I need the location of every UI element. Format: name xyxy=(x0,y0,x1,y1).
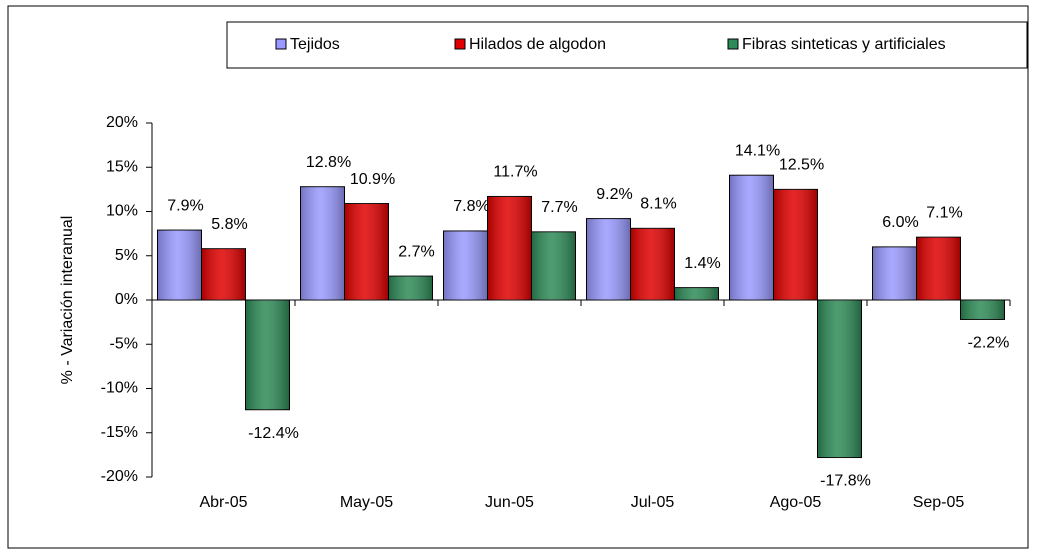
data-label: 9.2% xyxy=(596,186,632,203)
data-label: 5.8% xyxy=(211,216,247,233)
data-label: 7.9% xyxy=(167,197,203,214)
data-label: 6.0% xyxy=(882,214,918,231)
bar-shade xyxy=(443,230,488,300)
data-label: 11.7% xyxy=(493,164,537,181)
y-axis-label: % - Variación interanual xyxy=(59,216,76,385)
data-label: 12.8% xyxy=(306,154,351,171)
data-label: -12.4% xyxy=(248,425,299,442)
bar-shade xyxy=(245,300,290,410)
bar-shade xyxy=(630,228,675,300)
y-tick-label: 5% xyxy=(115,247,138,264)
data-label: 8.1% xyxy=(640,196,676,213)
bar-shade xyxy=(729,175,774,300)
data-label: 7.1% xyxy=(926,204,962,221)
bar-shade xyxy=(388,276,433,300)
data-label: 14.1% xyxy=(735,142,780,159)
legend-swatch xyxy=(275,38,287,50)
data-label: -17.8% xyxy=(820,473,871,490)
data-label: 7.8% xyxy=(453,198,489,215)
bar-shade xyxy=(531,231,576,300)
bar-shade xyxy=(157,230,202,300)
x-tick-label: Ago-05 xyxy=(770,494,822,511)
y-tick-label: -5% xyxy=(110,335,138,352)
bar-shade xyxy=(960,300,1005,320)
y-tick-label: -10% xyxy=(101,380,138,397)
x-tick-label: Abr-05 xyxy=(199,494,247,511)
legend-box xyxy=(226,21,1028,69)
legend-label: Hilados de algodon xyxy=(469,36,606,53)
bar-shade xyxy=(674,287,719,300)
bar-shade xyxy=(773,189,818,300)
legend-label: Fibras sinteticas y artificiales xyxy=(742,36,946,53)
bar-shade xyxy=(300,186,345,300)
y-tick-label: -15% xyxy=(101,424,138,441)
x-tick-label: Jul-05 xyxy=(631,494,675,511)
y-tick-label: 15% xyxy=(106,158,138,175)
bar-shade xyxy=(344,203,389,300)
bar-shade xyxy=(586,218,631,300)
data-label: 1.4% xyxy=(684,255,720,272)
bar-shade xyxy=(872,246,917,300)
x-tick-label: May-05 xyxy=(340,494,393,511)
y-tick-label: -20% xyxy=(101,468,138,485)
bar-shade xyxy=(916,237,961,300)
y-tick-label: 10% xyxy=(106,203,138,220)
x-tick-label: Sep-05 xyxy=(913,494,965,511)
legend-swatch xyxy=(727,38,739,50)
y-tick-label: 20% xyxy=(106,114,138,131)
data-label: 7.7% xyxy=(541,199,577,216)
data-label: 10.9% xyxy=(350,171,395,188)
bar-shade xyxy=(201,248,246,300)
y-tick-label: 0% xyxy=(115,291,138,308)
legend-swatch xyxy=(454,38,466,50)
legend-label: Tejidos xyxy=(290,36,340,53)
bar-shade xyxy=(487,196,532,300)
data-label: -2.2% xyxy=(968,335,1010,352)
x-tick-label: Jun-05 xyxy=(485,494,534,511)
data-label: 12.5% xyxy=(779,157,824,174)
data-label: 2.7% xyxy=(398,243,434,260)
chart-frame xyxy=(7,5,1029,549)
bar-shade xyxy=(817,300,862,458)
